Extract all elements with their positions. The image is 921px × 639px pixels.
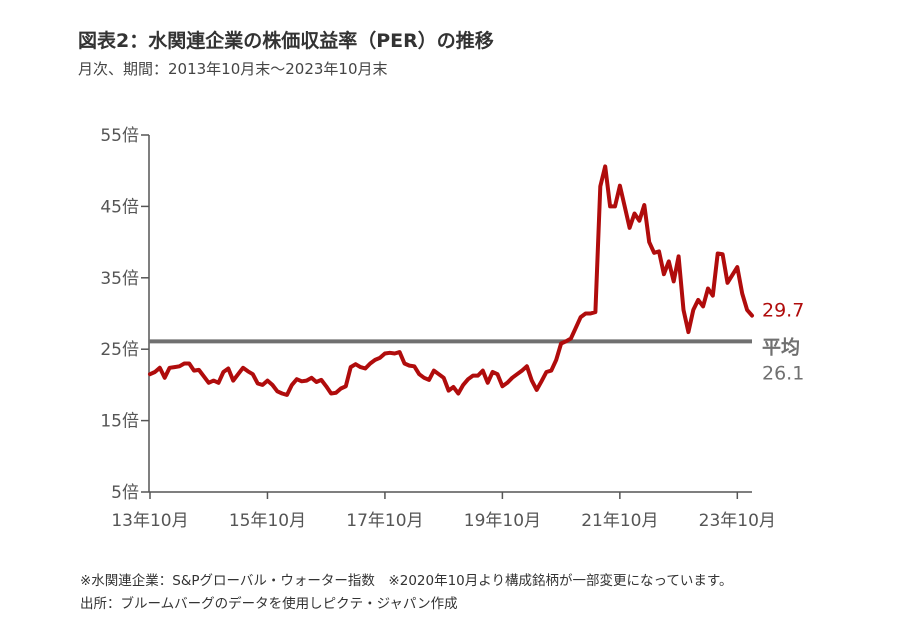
y-tick-label: 15倍 <box>100 412 139 432</box>
x-tick-label: 13年10月 <box>111 511 188 531</box>
y-tick-label: 45倍 <box>100 197 139 217</box>
x-tick-label: 17年10月 <box>346 511 423 531</box>
y-tick-label: 5倍 <box>111 483 139 503</box>
chart-title: 図表2：水関連企業の株価収益率（PER）の推移 <box>78 30 494 52</box>
y-tick-label: 35倍 <box>100 269 139 289</box>
y-tick-label: 25倍 <box>100 340 139 360</box>
average-label: 平均 <box>762 335 800 358</box>
x-axis-ticks: 13年10月 15年10月 17年10月 19年10月 21年10月 23年10月 <box>111 492 776 531</box>
x-tick-label: 23年10月 <box>699 511 776 531</box>
x-tick-label: 15年10月 <box>229 511 306 531</box>
y-tick-label: 55倍 <box>100 126 139 146</box>
y-axis-ticks: 5倍 15倍 25倍 35倍 45倍 55倍 <box>100 126 149 503</box>
footnote-index: ※水関連企業：S&Pグローバル・ウォーター指数 ※2020年10月より構成銘柄が… <box>80 573 733 589</box>
chart-subtitle: 月次、期間：2013年10月末～2023年10月末 <box>78 60 388 78</box>
per-line-chart: 5倍 15倍 25倍 35倍 45倍 55倍 13年10月 15年10月 17年10月 19年1… <box>100 126 804 531</box>
average-value-label: 26.1 <box>762 362 804 384</box>
footnote-source: 出所：ブルームバーグのデータを使用しピクテ・ジャパン作成 <box>80 596 458 612</box>
per-series-line <box>148 164 754 397</box>
x-tick-label: 19年10月 <box>464 511 541 531</box>
x-tick-label: 21年10月 <box>581 511 658 531</box>
end-value-label: 29.7 <box>762 300 804 322</box>
